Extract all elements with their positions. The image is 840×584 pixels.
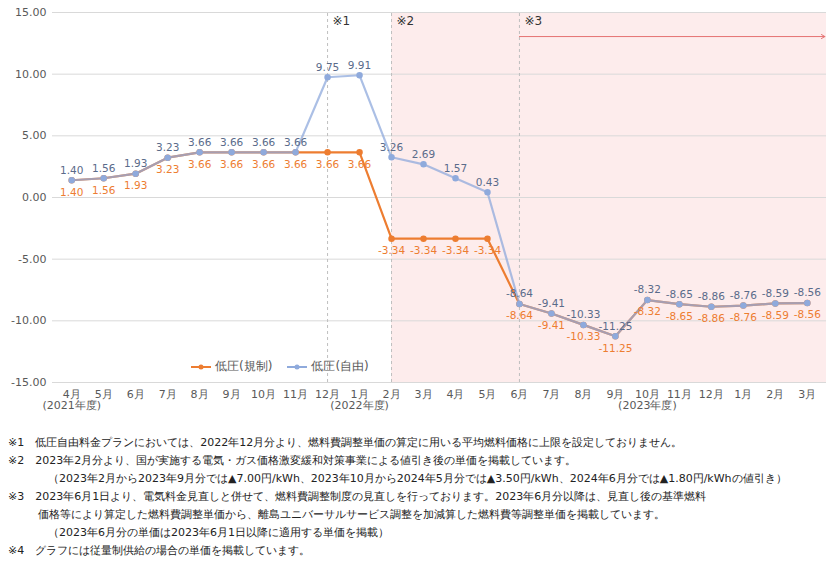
svg-text:3.23: 3.23	[156, 163, 179, 175]
svg-text:-15.00: -15.00	[11, 376, 46, 389]
html-text:※4 グラフには従量制供給の場合の単価を掲載しています。: ※4 グラフには従量制供給の場合の単価を掲載しています。	[8, 544, 311, 557]
svg-text:※2: ※2	[397, 14, 415, 28]
svg-text:-10.33: -10.33	[566, 330, 600, 342]
svg-text:-3.34: -3.34	[410, 244, 437, 256]
svg-text:9月: 9月	[606, 388, 625, 402]
svg-text:2.69: 2.69	[412, 148, 435, 160]
svg-text:3.66: 3.66	[284, 158, 308, 170]
svg-text:-8.86: -8.86	[698, 312, 725, 324]
svg-text:0.43: 0.43	[476, 176, 499, 188]
svg-text:-8.56: -8.56	[794, 286, 821, 298]
svg-text:-5.00: -5.00	[18, 253, 46, 266]
svg-text:-8.64: -8.64	[506, 309, 533, 321]
svg-text:1.56: 1.56	[92, 184, 116, 196]
svg-text:3.66: 3.66	[220, 158, 244, 170]
svg-text:9.91: 9.91	[348, 59, 371, 71]
svg-text:4月: 4月	[446, 388, 464, 401]
svg-text:-8.76: -8.76	[730, 311, 757, 323]
svg-text:3.66: 3.66	[348, 158, 372, 170]
svg-text:※1: ※1	[333, 14, 351, 28]
svg-text:-8.86: -8.86	[698, 290, 725, 302]
svg-text:-8.76: -8.76	[730, 289, 757, 301]
svg-text:1.93: 1.93	[124, 157, 147, 169]
svg-text:10月: 10月	[251, 388, 276, 401]
svg-text:6月: 6月	[127, 388, 145, 401]
svg-text:3月: 3月	[798, 388, 816, 401]
svg-text:-3.34: -3.34	[378, 244, 405, 256]
svg-text:-8.32: -8.32	[634, 283, 661, 295]
svg-text:-10.00: -10.00	[11, 314, 46, 327]
svg-text:1.56: 1.56	[92, 162, 116, 174]
svg-text:0.00: 0.00	[22, 191, 47, 204]
html-text:低圧(自由): 低圧(自由)	[311, 359, 369, 373]
svg-text:6月: 6月	[510, 388, 528, 401]
svg-text:8月: 8月	[191, 388, 209, 401]
svg-text:2月: 2月	[766, 388, 784, 401]
html-text:10月: 10月	[634, 388, 660, 402]
svg-text:1月(2022年度): 1月(2022年度)	[330, 388, 389, 412]
svg-text:-11.25: -11.25	[598, 320, 632, 332]
svg-text:8月: 8月	[574, 388, 592, 401]
svg-text:-8.64: -8.64	[506, 287, 533, 299]
svg-text:11月: 11月	[667, 388, 692, 401]
svg-text:-3.34: -3.34	[474, 244, 501, 256]
svg-text:1.40: 1.40	[60, 164, 83, 176]
html-text:（2023年6月分の単価は2023年6月1日以降に適用する単: （2023年6月分の単価は2023年6月1日以降に適用する単価を掲載）	[48, 526, 389, 539]
html-text:価格等により算定した燃料費調整単価から、離島ユニバーサルサー: 価格等により算定した燃料費調整単価から、離島ユニバーサルサービス調整を加減算した…	[38, 508, 665, 521]
svg-text:7月: 7月	[542, 388, 560, 401]
svg-text:2月: 2月	[383, 388, 401, 401]
svg-text:-8.65: -8.65	[666, 288, 693, 300]
svg-text:12月: 12月	[315, 388, 341, 402]
svg-text:9.75: 9.75	[316, 61, 339, 73]
html-text:※2 2023年2月分より、国が実施する電気・ガス価格激変緩: ※2 2023年2月分より、国が実施する電気・ガス価格激変緩和対策事業による値引…	[8, 454, 577, 467]
svg-text:-8.65: -8.65	[666, 310, 693, 322]
svg-text:3.66: 3.66	[252, 136, 276, 148]
svg-text:3.23: 3.23	[156, 141, 179, 153]
svg-text:3.66: 3.66	[188, 136, 212, 148]
svg-text:9月: 9月	[223, 388, 241, 401]
svg-text:5.00: 5.00	[22, 129, 47, 142]
svg-text:12月: 12月	[699, 388, 724, 401]
html-text:※3 2023年6月1日より、電気料金見直しと併せて、燃料費: ※3 2023年6月1日より、電気料金見直しと併せて、燃料費調整制度の見直しを行…	[8, 490, 707, 503]
svg-text:1.93: 1.93	[124, 179, 147, 191]
svg-text:4月(2021年度): 4月(2021年度)	[42, 388, 101, 412]
svg-text:3.66: 3.66	[220, 136, 244, 148]
svg-text:-3.34: -3.34	[442, 244, 469, 256]
svg-text:-9.41: -9.41	[538, 319, 565, 331]
svg-text:3.26: 3.26	[380, 141, 404, 153]
html-text:（2023年2月から2023年9月分では▲7.00円/kWh: （2023年2月から2023年9月分では▲7.00円/kWh、2023年10月か…	[48, 472, 787, 485]
svg-text:1.57: 1.57	[444, 161, 467, 173]
html-text:(2023年度): (2023年度)	[618, 399, 677, 413]
svg-text:10.00: 10.00	[15, 68, 47, 81]
html-text:※1 低圧自由料金プランにおいては、2022年12月分より、: ※1 低圧自由料金プランにおいては、2022年12月分より、燃料費調整単価の算定…	[8, 436, 683, 449]
svg-text:11月: 11月	[283, 388, 308, 401]
svg-text:-8.59: -8.59	[762, 309, 789, 321]
svg-text:7月: 7月	[159, 388, 177, 401]
svg-text:5月: 5月	[478, 388, 496, 401]
svg-text:3.66: 3.66	[316, 158, 340, 170]
svg-text:-9.41: -9.41	[538, 297, 565, 309]
svg-text:5月: 5月	[95, 388, 113, 401]
svg-text:-8.59: -8.59	[762, 287, 789, 299]
svg-text:※3: ※3	[524, 14, 542, 28]
svg-text:-10.33: -10.33	[566, 308, 600, 320]
svg-text:3.66: 3.66	[188, 158, 212, 170]
svg-text:1月: 1月	[734, 388, 752, 401]
svg-text:-8.32: -8.32	[634, 305, 661, 317]
svg-text:3.66: 3.66	[284, 136, 308, 148]
svg-text:-11.25: -11.25	[598, 342, 632, 354]
svg-text:1.40: 1.40	[60, 186, 83, 198]
svg-text:-8.56: -8.56	[794, 308, 821, 320]
svg-text:3.66: 3.66	[252, 158, 276, 170]
html-text:低圧(規制): 低圧(規制)	[215, 359, 273, 373]
svg-text:3月: 3月	[415, 388, 433, 401]
svg-text:15.00: 15.00	[15, 6, 47, 19]
